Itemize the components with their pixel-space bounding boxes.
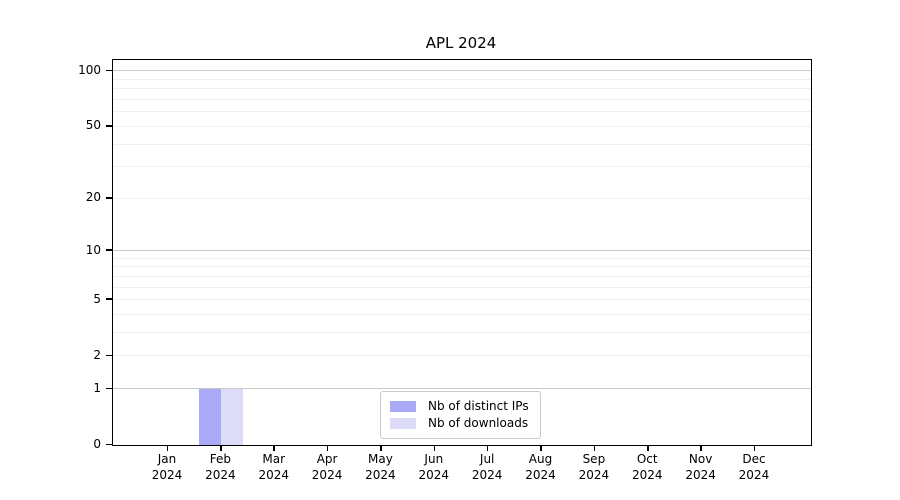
chart-title: APL 2024 — [425, 34, 497, 52]
x-tick-label-may: May 2024 — [365, 452, 396, 482]
gridline-y-70 — [113, 99, 811, 101]
y-tick-mark-20 — [106, 196, 112, 199]
x-tick-label-apr: Apr 2024 — [311, 452, 343, 482]
y-tick-mark-1 — [106, 387, 112, 390]
y-tick-mark-2 — [106, 354, 112, 357]
x-tick-mark-dec — [753, 445, 756, 451]
y-tick-label-1: 1 — [93, 380, 101, 395]
x-tick-label-jul: Jul 2024 — [471, 452, 503, 482]
gridline-y-5 — [113, 299, 811, 301]
gridline-y-1 — [113, 388, 811, 390]
y-tick-label-20: 20 — [85, 190, 101, 205]
x-tick-mark-nov — [700, 445, 702, 451]
gridline-y-3 — [113, 332, 811, 334]
legend: Nb of distinct IPs Nb of downloads — [380, 391, 541, 439]
x-tick-label-jan: Jan 2024 — [151, 452, 183, 482]
legend-swatch-distinct-ips — [390, 401, 416, 412]
x-tick-label-dec: Dec 2024 — [738, 452, 770, 482]
legend-label-downloads: Nb of downloads — [428, 416, 529, 430]
y-tick-label-2: 2 — [93, 347, 101, 362]
y-tick-label-0: 0 — [93, 437, 101, 451]
y-tick-label-5: 5 — [93, 291, 101, 306]
y-tick-mark-0 — [106, 443, 112, 446]
x-tick-mark-sep — [593, 445, 596, 451]
y-tick-mark-50 — [106, 125, 112, 127]
gridline-y-8 — [113, 266, 811, 268]
gridline-y-4 — [113, 314, 811, 316]
gridline-y-100 — [113, 70, 811, 72]
bar-feb-downloads — [221, 388, 244, 445]
legend-row-downloads: Nb of downloads — [390, 415, 529, 432]
x-tick-mark-feb — [220, 445, 222, 451]
gridline-y-90 — [113, 78, 811, 80]
y-tick-mark-10 — [106, 249, 112, 251]
y-tick-label-10: 10 — [85, 242, 101, 257]
x-tick-mark-mar — [273, 445, 275, 451]
gridline-y-20 — [113, 197, 811, 199]
gridline-y-10 — [113, 250, 811, 252]
x-tick-mark-oct — [646, 445, 649, 451]
x-tick-label-nov: Nov 2024 — [685, 452, 716, 482]
x-tick-mark-jul — [486, 445, 489, 451]
gridline-y-7 — [113, 275, 811, 277]
x-tick-label-feb: Feb 2024 — [205, 452, 236, 482]
y-tick-mark-5 — [106, 298, 112, 301]
x-tick-label-sep: Sep 2024 — [578, 452, 610, 482]
gridline-y-50 — [113, 125, 811, 127]
gridline-y-9 — [113, 257, 811, 259]
gridline-y-40 — [113, 143, 811, 145]
x-tick-mark-apr — [326, 445, 329, 451]
legend-swatch-downloads — [390, 418, 416, 429]
y-tick-label-50: 50 — [85, 118, 101, 133]
x-tick-mark-jan — [166, 445, 169, 451]
x-tick-label-mar: Mar 2024 — [258, 452, 289, 482]
bar-feb-distinct-ips — [199, 388, 222, 445]
legend-label-distinct-ips: Nb of distinct IPs — [428, 399, 529, 413]
gridline-y-30 — [113, 166, 811, 168]
x-tick-label-aug: Aug 2024 — [525, 452, 556, 482]
gridline-y-6 — [113, 286, 811, 288]
y-tick-label-100: 100 — [78, 62, 101, 77]
x-tick-mark-may — [380, 445, 382, 451]
plot-area — [112, 59, 812, 446]
gridline-y-60 — [113, 111, 811, 113]
x-tick-mark-aug — [540, 445, 542, 451]
x-tick-label-oct: Oct 2024 — [631, 452, 663, 482]
legend-row-distinct-ips: Nb of distinct IPs — [390, 398, 529, 415]
gridline-y-2 — [113, 355, 811, 357]
y-tick-mark-100 — [106, 69, 112, 72]
x-tick-mark-jun — [433, 445, 436, 451]
x-tick-label-jun: Jun 2024 — [418, 452, 450, 482]
gridline-y-80 — [113, 88, 811, 90]
